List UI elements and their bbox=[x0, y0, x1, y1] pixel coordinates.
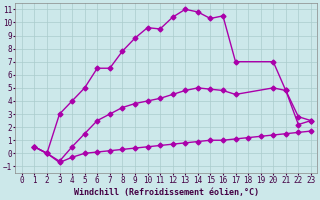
X-axis label: Windchill (Refroidissement éolien,°C): Windchill (Refroidissement éolien,°C) bbox=[74, 188, 259, 197]
